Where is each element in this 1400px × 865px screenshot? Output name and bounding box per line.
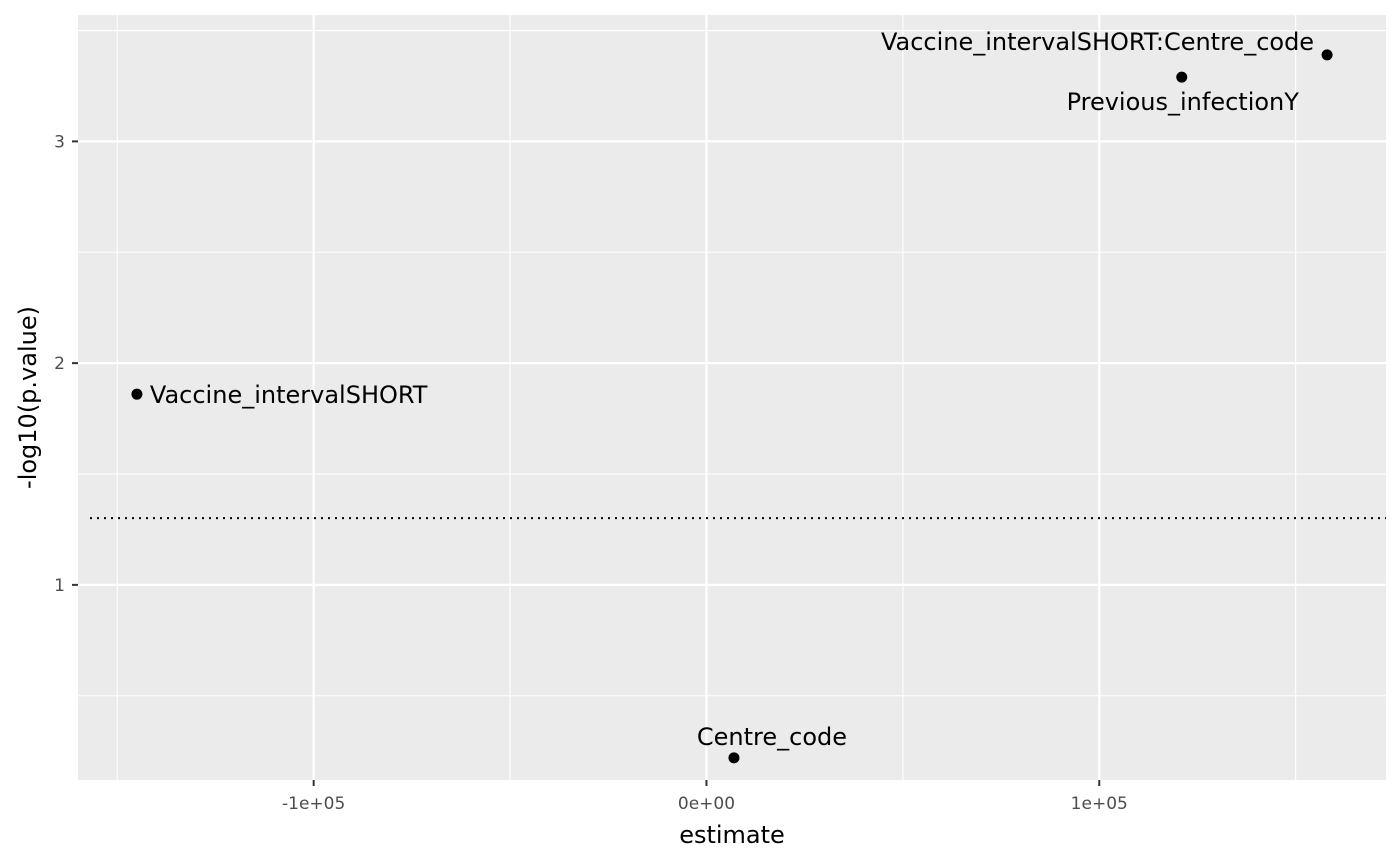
point-label: Centre_code	[697, 723, 847, 751]
data-point	[1176, 71, 1188, 83]
y-axis-tick-labels: 1 2 3	[54, 132, 65, 595]
y-axis-title: -log10(p.value)	[14, 306, 42, 489]
point-label: Previous_infectionY	[1067, 88, 1300, 116]
y-tick-label: 1	[54, 576, 65, 596]
point-label: Vaccine_intervalSHORT	[150, 381, 428, 409]
major-gridlines	[78, 15, 1386, 780]
y-tick-label: 3	[54, 132, 65, 152]
data-point	[728, 752, 740, 764]
plot-panel	[78, 15, 1386, 780]
x-axis-title: estimate	[679, 821, 785, 849]
x-tick-label: 0e+00	[678, 794, 735, 814]
x-tick-label: 1e+05	[1071, 794, 1128, 814]
point-labels: Vaccine_intervalSHORT:Centre_code Previou…	[150, 28, 1314, 751]
data-points	[131, 49, 1333, 764]
x-axis-tick-labels: -1e+05 0e+00 1e+05	[282, 794, 1128, 814]
minor-gridlines	[78, 15, 1386, 780]
axis-ticks	[72, 140, 1101, 786]
data-point	[131, 388, 143, 400]
point-label: Vaccine_intervalSHORT:Centre_code	[881, 28, 1314, 56]
data-point	[1321, 49, 1333, 61]
y-tick-label: 2	[54, 354, 65, 374]
x-tick-label: -1e+05	[282, 794, 345, 814]
